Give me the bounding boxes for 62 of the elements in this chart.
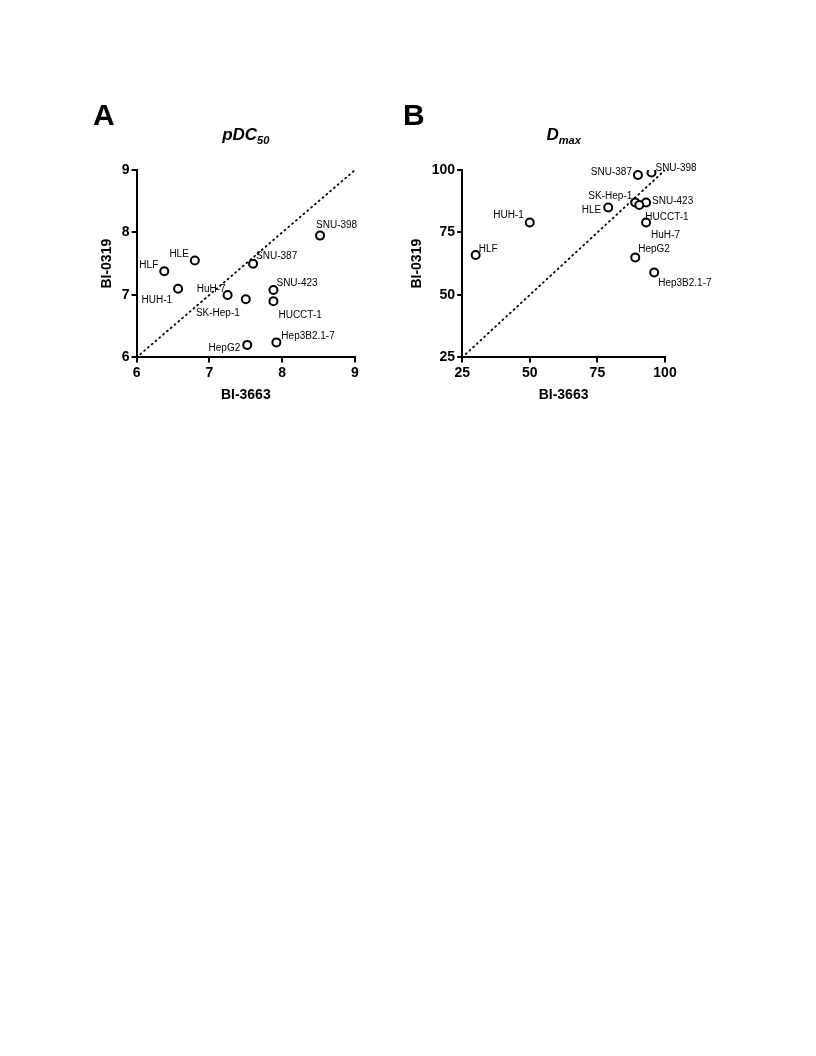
point (646, 170, 657, 178)
annotation: HuH-7 (196, 282, 227, 294)
point (630, 252, 641, 263)
point (248, 258, 259, 269)
annotation: HUCCT-1 (278, 308, 323, 320)
annotation: HLE (581, 204, 602, 216)
annotation: SK-Hep-1 (195, 307, 241, 319)
point (524, 217, 535, 228)
annotation: SNU-423 (652, 195, 694, 207)
y-tick-label: 75 (439, 223, 456, 240)
annotation: HUCCT-1 (645, 210, 690, 222)
x-tick-label: 25 (454, 363, 471, 380)
annotation: HUH-1 (493, 209, 525, 221)
annotation: SNU-398 (316, 219, 358, 231)
point (315, 230, 326, 241)
x-axis-title: BI-3663 (538, 386, 589, 403)
y-tick-label: 6 (121, 348, 130, 365)
annotation: HuH-7 (651, 229, 681, 241)
y-axis-title: BI-0319 (98, 238, 115, 289)
text: B (403, 98, 425, 132)
x-tick-label: 100 (653, 363, 677, 380)
annotation: HepG2 (638, 243, 671, 255)
annotation: HLF (478, 242, 498, 254)
y-tick-label: 8 (121, 223, 130, 240)
annotation: HUH-1 (141, 294, 173, 306)
x-tick-label: 7 (205, 363, 214, 380)
point (603, 202, 614, 213)
point (159, 266, 170, 277)
x-tick-label: 75 (589, 363, 606, 380)
y-axis-title: BI-0319 (408, 238, 425, 289)
point (634, 199, 645, 210)
point (189, 255, 200, 266)
point (271, 337, 282, 348)
point (632, 170, 643, 180)
y-tick-label: 50 (439, 285, 456, 302)
x-tick-label: 50 (521, 363, 538, 380)
x-tick-label: 9 (351, 363, 360, 380)
y-tick-label: 100 (431, 160, 456, 177)
annotation: SK-Hep-1 (588, 190, 633, 202)
text: A (93, 98, 115, 132)
x-axis-title: BI-3663 (220, 386, 271, 403)
point (242, 339, 253, 350)
y-tick-label: 7 (121, 285, 130, 302)
annotation: SNU-423 (276, 276, 319, 288)
x-tick-label: 6 (132, 363, 141, 380)
annotation: HepG2 (208, 341, 241, 353)
point (173, 283, 184, 294)
annotation: SNU-387 (256, 250, 298, 262)
point (268, 284, 279, 295)
annotation: HLE (169, 248, 190, 260)
annotation: SNU-398 (655, 162, 698, 174)
point (470, 249, 481, 260)
annotation: SNU-387 (590, 165, 633, 177)
annotation: Hep3B2.1-7 (281, 330, 336, 342)
annotation: Hep3B2.1-7 (658, 277, 712, 289)
point (240, 294, 251, 305)
x-tick-label: 8 (278, 363, 287, 380)
y-tick-label: 9 (121, 160, 130, 177)
point (649, 267, 660, 278)
point (268, 296, 279, 307)
annotation: HLF (139, 258, 159, 270)
y-tick-label: 25 (439, 348, 456, 365)
